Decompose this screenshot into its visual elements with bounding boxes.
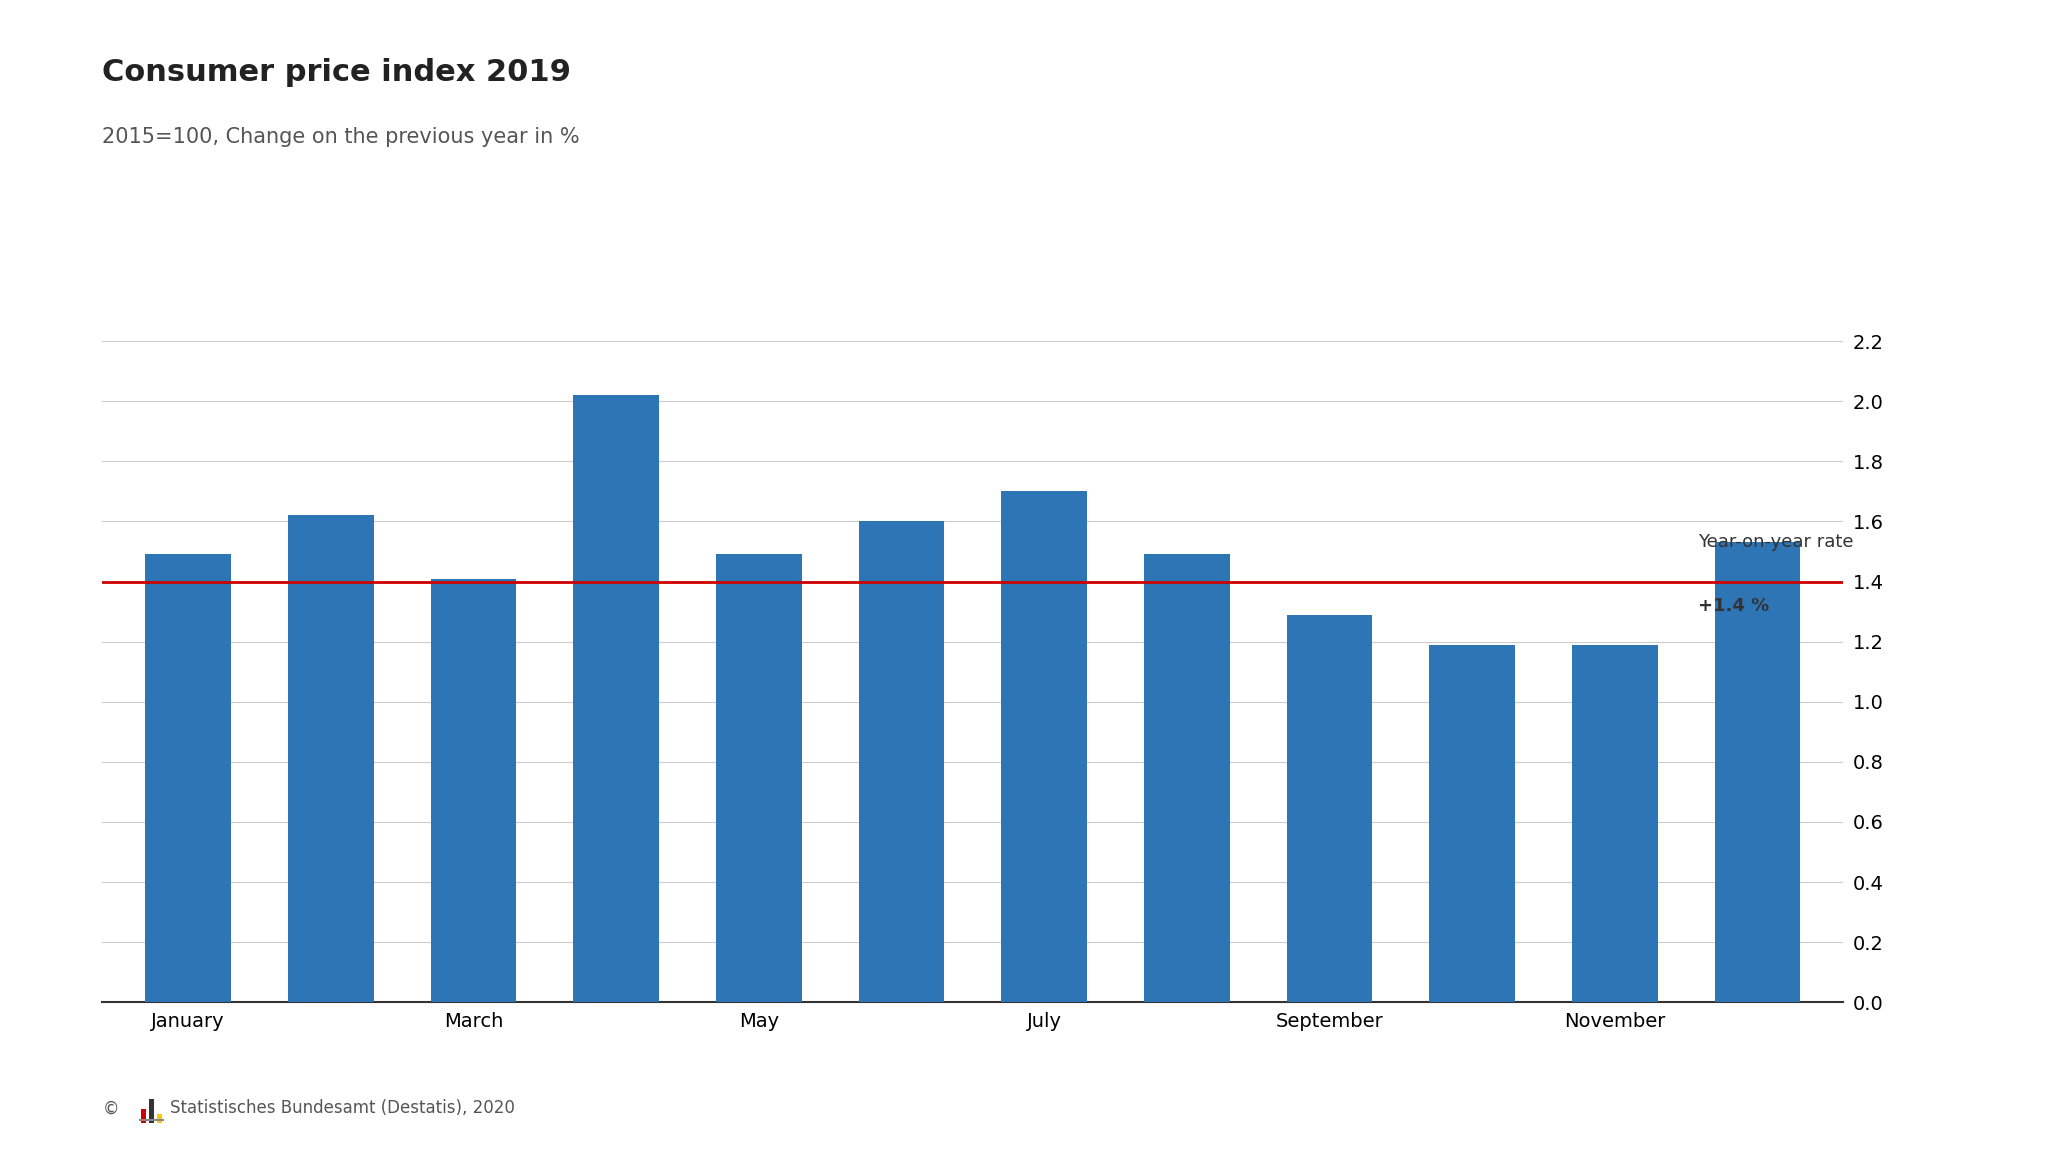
Bar xyxy=(150,1099,154,1123)
Bar xyxy=(430,578,516,1002)
Text: ©: © xyxy=(102,1099,119,1117)
Text: Statistisches Bundesamt (Destatis), 2020: Statistisches Bundesamt (Destatis), 2020 xyxy=(170,1099,514,1117)
Bar xyxy=(1001,492,1087,1002)
Bar xyxy=(1573,645,1657,1002)
Text: Year-on-year rate: Year-on-year rate xyxy=(1698,533,1853,552)
Text: Consumer price index 2019: Consumer price index 2019 xyxy=(102,58,571,86)
Text: 2015=100, Change on the previous year in %: 2015=100, Change on the previous year in… xyxy=(102,127,580,146)
Bar xyxy=(1145,554,1229,1002)
Bar xyxy=(141,1108,145,1123)
Bar xyxy=(289,515,373,1002)
Bar xyxy=(145,554,231,1002)
Bar xyxy=(717,554,801,1002)
Bar xyxy=(1714,543,1800,1002)
Text: +1.4 %: +1.4 % xyxy=(1698,597,1769,614)
Bar xyxy=(573,395,659,1002)
Bar xyxy=(1286,614,1372,1002)
Bar xyxy=(1430,645,1516,1002)
Bar xyxy=(858,522,944,1002)
Bar xyxy=(158,1114,162,1123)
